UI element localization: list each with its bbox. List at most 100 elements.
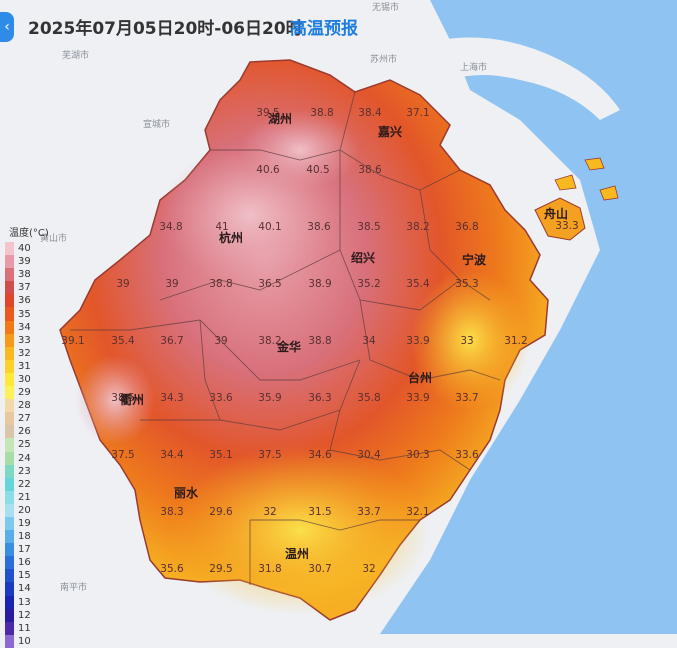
legend-label: 29 bbox=[18, 387, 31, 399]
legend-label: 28 bbox=[18, 400, 31, 412]
legend-item: 15 bbox=[5, 569, 49, 583]
city-label-shaoxing[interactable]: 绍兴 bbox=[351, 250, 375, 265]
legend-swatch bbox=[5, 425, 14, 439]
back-button[interactable]: ‹ bbox=[0, 12, 14, 42]
prefecture-borders bbox=[70, 91, 501, 585]
city-label-quzhou[interactable]: 衢州 bbox=[120, 392, 144, 407]
legend-item: 26 bbox=[5, 425, 49, 439]
city-label-huzhou[interactable]: 湖州 bbox=[268, 111, 292, 126]
legend-swatch bbox=[5, 255, 14, 269]
legend-swatch bbox=[5, 490, 14, 504]
yangtze-estuary bbox=[440, 37, 620, 120]
legend-item: 34 bbox=[5, 320, 49, 334]
temp-value: 35.9 bbox=[258, 392, 281, 404]
legend-item: 31 bbox=[5, 359, 49, 373]
legend-label: 34 bbox=[18, 321, 31, 333]
temp-value: 36.7 bbox=[160, 335, 183, 347]
legend-label: 38 bbox=[18, 269, 31, 281]
legend-item: 12 bbox=[5, 608, 49, 622]
place-label: 宣城市 bbox=[143, 118, 170, 130]
temperature-values: 39.5 38.8 38.4 37.1 40.6 40.5 38.6 34.8 … bbox=[61, 107, 578, 575]
legend-item: 28 bbox=[5, 399, 49, 413]
temp-value: 33.6 bbox=[455, 449, 479, 461]
legend-item: 10 bbox=[5, 634, 49, 648]
temp-value: 38.5 bbox=[111, 392, 134, 404]
city-label-hangzhou[interactable]: 杭州 bbox=[219, 230, 243, 245]
legend-item: 18 bbox=[5, 530, 49, 544]
legend-label: 30 bbox=[18, 373, 31, 385]
legend-swatch bbox=[5, 569, 14, 583]
temp-value: 34.6 bbox=[308, 449, 332, 461]
temp-value: 38.3 bbox=[160, 506, 183, 518]
temp-value: 37.5 bbox=[258, 449, 281, 461]
temp-value: 33.9 bbox=[406, 335, 429, 347]
temp-value: 35.6 bbox=[160, 563, 184, 575]
city-label-jinhua[interactable]: 金华 bbox=[276, 339, 301, 354]
temp-value: 39.1 bbox=[61, 335, 84, 347]
legend-item: 11 bbox=[5, 621, 49, 635]
city-label-zhoushan[interactable]: 舟山 bbox=[544, 206, 568, 221]
legend-item: 25 bbox=[5, 438, 49, 452]
temp-value: 39 bbox=[214, 335, 227, 347]
legend-item: 22 bbox=[5, 477, 49, 491]
city-label-wenzhou[interactable]: 温州 bbox=[285, 547, 309, 561]
legend-swatch bbox=[5, 359, 14, 373]
temp-value: 34 bbox=[362, 335, 376, 347]
legend-item: 16 bbox=[5, 556, 49, 570]
legend-label: 33 bbox=[18, 334, 31, 346]
legend-item: 14 bbox=[5, 582, 49, 596]
legend-label: 21 bbox=[18, 491, 31, 503]
legend-swatch bbox=[5, 333, 14, 347]
temp-value: 40.6 bbox=[256, 164, 280, 176]
legend-label: 27 bbox=[18, 413, 31, 425]
place-label: 无锡市 bbox=[372, 1, 399, 13]
city-label-taizhou[interactable]: 台州 bbox=[408, 370, 432, 385]
legend-item: 13 bbox=[5, 595, 49, 609]
chevron-left-icon[interactable]: ‹ bbox=[4, 19, 10, 35]
temp-value: 38.9 bbox=[308, 278, 331, 290]
legend-label: 13 bbox=[18, 596, 31, 608]
temp-value: 34.4 bbox=[160, 449, 184, 461]
temp-value: 33.7 bbox=[357, 506, 380, 518]
temp-value: 38.6 bbox=[307, 221, 331, 233]
legend-swatch bbox=[5, 464, 14, 478]
legend-swatch bbox=[5, 451, 14, 465]
legend-label: 39 bbox=[18, 256, 31, 268]
legend-item: 35 bbox=[5, 307, 49, 321]
temp-value: 37.1 bbox=[406, 107, 429, 119]
temp-value: 33.9 bbox=[406, 392, 429, 404]
background-places: 无锡市 芜湖市 苏州市 上海市 宣城市 黄山市 南平市 bbox=[40, 1, 487, 593]
legend-label: 25 bbox=[18, 439, 31, 451]
temp-value: 34.3 bbox=[160, 392, 183, 404]
legend-swatch bbox=[5, 372, 14, 387]
temp-value: 35.1 bbox=[209, 449, 232, 461]
legend-label: 15 bbox=[18, 570, 31, 582]
city-label-jiaxing[interactable]: 嘉兴 bbox=[377, 124, 402, 139]
sea-area bbox=[380, 0, 677, 634]
temp-value: 32 bbox=[362, 563, 375, 575]
cooler-area-east bbox=[410, 270, 530, 410]
legend-item: 36 bbox=[5, 294, 49, 308]
legend-label: 23 bbox=[18, 465, 31, 477]
legend-scale: 40 39 38 37 36 35 34 33 32 31 30 29 28 27 26 25 24 23 22 21… bbox=[5, 242, 49, 648]
legend-swatch bbox=[5, 438, 14, 452]
legend-label: 31 bbox=[18, 360, 31, 372]
legend-label: 11 bbox=[18, 622, 31, 634]
legend-swatch bbox=[5, 346, 14, 360]
place-label: 苏州市 bbox=[370, 53, 397, 65]
legend-swatch bbox=[5, 608, 14, 622]
temp-value: 36.8 bbox=[455, 221, 478, 233]
city-label-ningbo[interactable]: 宁波 bbox=[462, 252, 487, 267]
zhoushan-islands bbox=[534, 197, 586, 241]
temperature-map[interactable]: 无锡市 芜湖市 苏州市 上海市 宣城市 黄山市 南平市 39.5 38.8 38… bbox=[0, 0, 677, 634]
temp-value: 38.8 bbox=[308, 335, 331, 347]
legend-item: 17 bbox=[5, 543, 49, 557]
city-label-lishui[interactable]: 丽水 bbox=[174, 485, 199, 500]
forecast-period-title: 2025年07月05日20时-06日20时 bbox=[28, 19, 303, 39]
temp-value: 31.2 bbox=[504, 335, 527, 347]
legend-item: 33 bbox=[5, 333, 49, 347]
hot-core-huzhou bbox=[240, 110, 360, 190]
temp-value: 30.7 bbox=[308, 563, 331, 575]
legend-label: 26 bbox=[18, 426, 31, 438]
temp-value: 29.6 bbox=[209, 506, 233, 518]
